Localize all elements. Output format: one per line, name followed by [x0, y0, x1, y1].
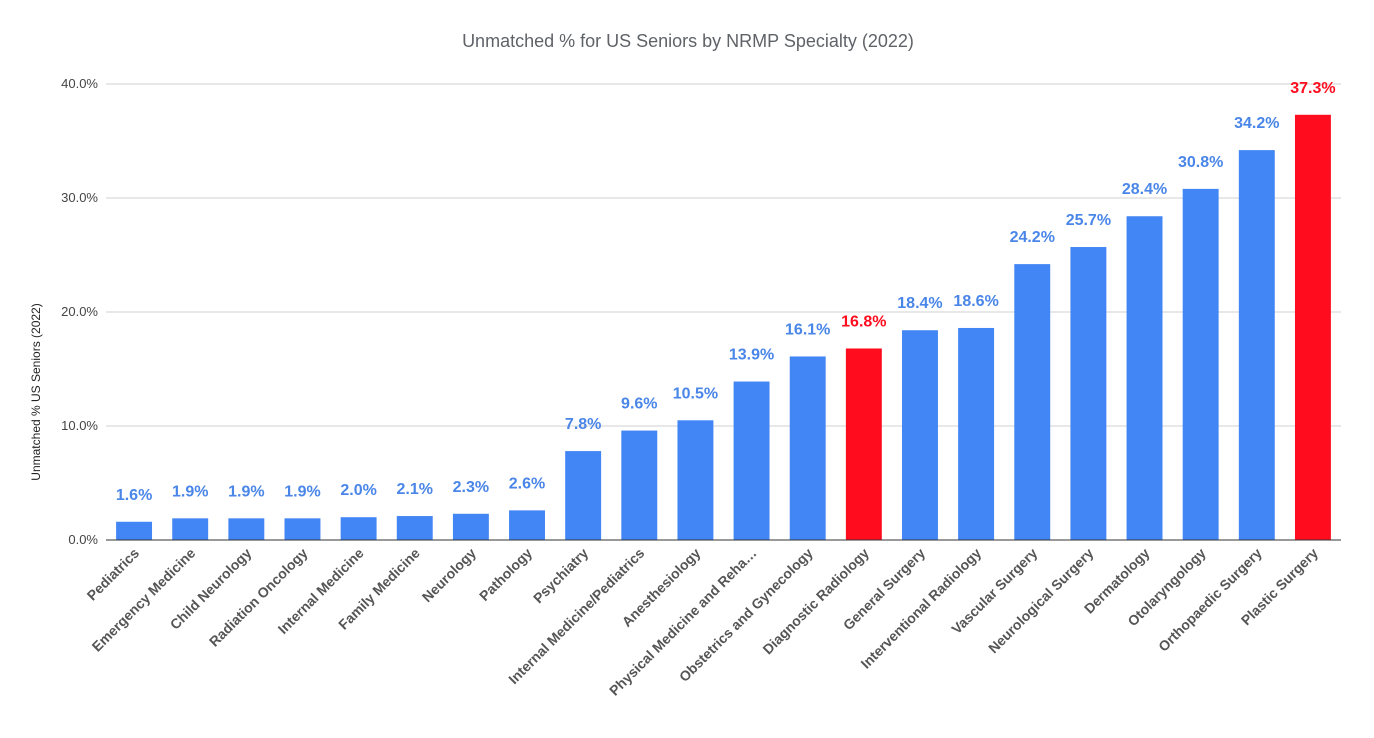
data-label: 2.6% [509, 475, 545, 492]
data-label: 2.1% [397, 481, 433, 498]
y-axis-label: Unmatched % US Seniors (2022) [29, 303, 43, 480]
chart-title: Unmatched % for US Seniors by NRMP Speci… [462, 31, 914, 51]
bar [621, 430, 658, 540]
bar [1014, 264, 1051, 540]
y-tick-label: 30.0% [61, 190, 98, 205]
data-label: 13.9% [729, 347, 774, 364]
data-label: 9.6% [621, 396, 657, 413]
bar [845, 348, 882, 540]
bar [509, 510, 545, 540]
x-tick-label: Orthopaedic Surgery [1155, 545, 1265, 655]
y-tick-label: 10.0% [61, 418, 98, 433]
bar [902, 330, 938, 540]
bar [565, 451, 602, 540]
data-label: 1.9% [172, 483, 208, 500]
data-label: 2.3% [453, 479, 489, 496]
data-label: 1.9% [284, 483, 320, 500]
x-tick-label: Pathology [476, 545, 535, 604]
data-label: 2.0% [340, 482, 376, 499]
data-label: 10.5% [673, 385, 718, 402]
data-label: 18.6% [953, 293, 998, 310]
y-tick-label: 40.0% [61, 76, 98, 91]
bar [1126, 216, 1163, 541]
bar [228, 518, 265, 540]
x-tick-label: Emergency Medicine [89, 545, 199, 655]
x-tick-label: Pediatrics [84, 545, 143, 604]
data-label: 28.4% [1122, 181, 1167, 198]
x-tick-label: Neurological Surgery [985, 545, 1097, 657]
y-tick-label: 0.0% [68, 532, 98, 547]
bar [1294, 114, 1331, 540]
data-label: 25.7% [1066, 212, 1111, 229]
x-tick-label: Psychiatry [530, 545, 592, 607]
data-label: 34.2% [1234, 115, 1279, 132]
data-label: 1.6% [116, 487, 152, 504]
bar [284, 518, 321, 540]
data-label: 16.8% [841, 313, 886, 330]
bar [789, 356, 826, 540]
bar [677, 420, 714, 540]
bars [116, 114, 1331, 541]
bar [733, 381, 770, 540]
data-label: 37.3% [1290, 80, 1335, 97]
data-label: 7.8% [565, 416, 601, 433]
bar [340, 517, 377, 540]
bar [1238, 150, 1275, 540]
bar [958, 327, 995, 540]
data-label: 24.2% [1010, 229, 1055, 246]
bar [172, 518, 209, 540]
y-tick-label: 20.0% [61, 304, 98, 319]
bar [1070, 247, 1107, 540]
x-tick-label: Radiation Oncology [206, 545, 311, 650]
data-label: 30.8% [1178, 154, 1223, 171]
data-label: 1.9% [228, 483, 264, 500]
data-label: 16.1% [785, 321, 830, 338]
bar [1182, 188, 1219, 540]
data-label: 18.4% [897, 295, 942, 312]
x-tick-label: Neurology [419, 545, 479, 605]
y-axis-ticks: 0.0% 10.0% 20.0% 30.0% 40.0% [61, 76, 98, 547]
x-tick-label: Diagnostic Radiology [759, 545, 872, 658]
data-labels: 1.6% 1.9% 1.9% 1.9% 2.0% 2.1% 2.3% 2.6% 7.8% 9.6%… [116, 80, 1336, 504]
bar [116, 521, 153, 540]
bar [396, 516, 433, 540]
bar [452, 513, 489, 540]
